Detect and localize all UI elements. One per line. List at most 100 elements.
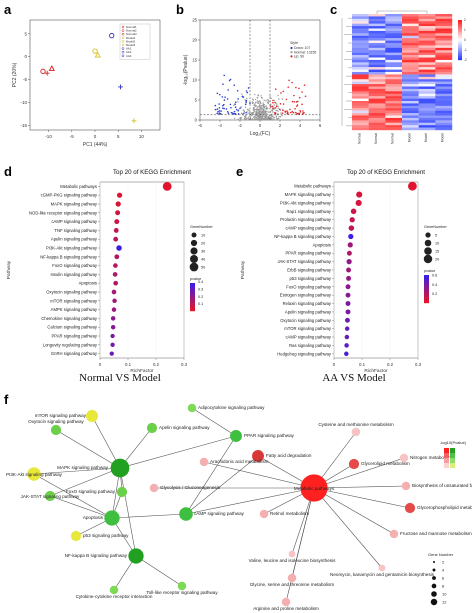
volcano-point-down <box>223 99 226 101</box>
volcano-point-normal <box>281 98 284 100</box>
volcano-point-normal <box>247 112 249 114</box>
network-color-legend-title: -log10(Pvalue) <box>440 440 467 445</box>
volcano-point-normal <box>237 118 239 121</box>
heatmap-cell <box>352 93 369 97</box>
heatmap-cell <box>368 72 386 75</box>
network-color-legend-cell <box>450 453 455 458</box>
volcano-point-up <box>294 111 297 114</box>
heatmap-cell <box>368 64 386 68</box>
volcano-point-normal <box>257 101 260 103</box>
volcano-legend-marker <box>290 55 293 58</box>
heatmap-cell <box>352 91 369 94</box>
volcano-point-up <box>286 110 288 112</box>
network-node <box>70 530 82 542</box>
kegg-dot <box>111 289 117 295</box>
volcano-point-normal <box>257 108 259 110</box>
network-node <box>86 410 98 422</box>
heatmap-cell <box>435 67 453 70</box>
heatmap-cell <box>418 21 436 24</box>
volcano-point-normal <box>252 107 255 110</box>
heatmap-cell <box>418 115 436 119</box>
network-node <box>287 573 297 583</box>
heatmap-cell <box>435 43 453 46</box>
heatmap-cell <box>368 69 386 73</box>
network-node-label: NF-kappa B signaling pathway <box>65 553 128 558</box>
kegg-dot <box>113 236 119 242</box>
pca-legend-marker <box>121 40 125 43</box>
volcano-point-normal <box>241 93 243 95</box>
kegg-dot <box>112 272 118 277</box>
volcano-point-normal <box>253 106 255 109</box>
volcano-point-normal <box>258 108 260 111</box>
volcano-point-normal <box>253 103 256 105</box>
volcano-point-normal <box>259 116 261 119</box>
volcano-point-normal <box>265 105 267 107</box>
kegg-pathway-label: Chemokine signaling pathway <box>41 316 98 321</box>
kegg-color-legend-cell <box>190 303 195 306</box>
heatmap-cell <box>385 127 403 131</box>
network-size-legend-dot <box>432 576 436 580</box>
volcano-point-down <box>227 89 229 91</box>
kegg-pathway-label: AMPK signaling pathway <box>51 307 98 312</box>
volcano-point-down <box>230 106 232 109</box>
kegg-size-legend-dot <box>423 254 433 264</box>
heatmap-cell <box>368 115 386 119</box>
heatmap-cell <box>402 47 419 51</box>
network-node-label: Glycerolipid metabolism <box>361 461 410 466</box>
volcano-x-tick-label: -6 <box>198 123 202 128</box>
heatmap-cell <box>368 98 386 102</box>
volcano-point-down <box>218 110 221 112</box>
kegg-color-legend-cell <box>424 275 429 278</box>
heatmap-cell <box>435 74 453 78</box>
heatmap-cell <box>402 91 419 94</box>
volcano-legend-label: Up: 96 <box>294 55 304 59</box>
volcano-point-normal <box>257 94 259 96</box>
heatmap-scale-cell <box>458 34 462 37</box>
volcano-point-up <box>291 81 293 84</box>
heatmap-cell <box>418 14 436 17</box>
kegg-pathway-label: mTOR signaling pathway <box>50 298 98 303</box>
heatmap-cell <box>385 28 403 32</box>
kegg-dot <box>345 301 351 306</box>
network-size-legend-dot <box>432 568 436 572</box>
network-edge <box>185 455 259 515</box>
pca-legend-label: Model2 <box>126 39 136 43</box>
heatmap-cell <box>385 101 403 104</box>
heatmap-cell <box>402 64 419 68</box>
pca-point <box>118 84 123 90</box>
network-color-legend-cell <box>444 453 449 458</box>
volcano-point-normal <box>257 112 259 115</box>
heatmap-cell <box>402 14 419 17</box>
heatmap-scale-cell <box>458 50 462 53</box>
heatmap-cell <box>368 16 386 20</box>
kegg-color-legend-cell <box>424 285 429 288</box>
heatmap-cell <box>402 26 419 29</box>
kegg-dot <box>346 250 352 256</box>
volcano-point-down <box>245 101 247 103</box>
pca-legend-label: Normal3 <box>126 32 137 36</box>
heatmap-cell <box>418 16 436 20</box>
heatmap-cell <box>435 103 453 107</box>
volcano-point-normal <box>244 116 247 118</box>
pca-point <box>131 118 137 124</box>
pca-y-tick-label: 5 <box>24 31 27 36</box>
volcano-point-normal <box>276 103 278 105</box>
network-size-legend-dot <box>430 598 438 606</box>
volcano-point-up <box>282 109 284 112</box>
heatmap-cell <box>352 120 369 123</box>
kegg-dot <box>116 192 123 198</box>
volcano-point-up <box>272 101 274 104</box>
heatmap-cell <box>435 120 453 123</box>
heatmap-cell <box>402 69 419 73</box>
network-node <box>259 509 269 519</box>
kegg-color-legend-label: 0.4 <box>198 280 203 284</box>
network-node-label: Retinol metabolism <box>270 511 309 516</box>
heatmap-cell <box>435 93 453 97</box>
volcano-point-up <box>274 101 276 104</box>
network-color-legend-cell <box>450 458 455 463</box>
volcano-point-normal <box>259 119 262 121</box>
panel-label-c: c <box>330 2 338 17</box>
heatmap-cell <box>435 88 453 92</box>
kegg-size-legend-dot <box>424 247 432 255</box>
heatmap-cell <box>352 108 369 111</box>
